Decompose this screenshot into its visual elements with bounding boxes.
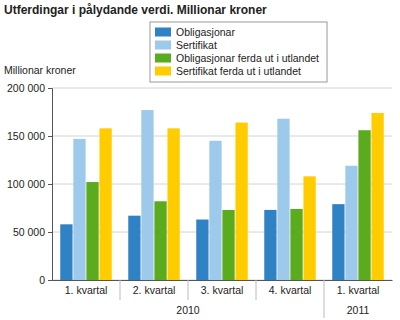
bar (235, 123, 247, 280)
x-tick: 3. kvartal (201, 284, 244, 296)
bar (86, 182, 98, 280)
x-tick-label: 4. kvartal (269, 284, 312, 296)
x-tick: 1. kvartal (65, 284, 108, 296)
y-tick-label: 50 000 (13, 226, 45, 238)
y-tick-mark (48, 136, 52, 137)
legend-swatch (155, 67, 171, 76)
bar (277, 119, 289, 280)
chart: Utferdingar i pålydande verdi. Millionar… (0, 0, 400, 320)
bar (141, 110, 153, 280)
y-tick: 50 000 (13, 226, 52, 238)
bar (358, 130, 370, 280)
legend-swatch (155, 54, 171, 63)
legend-label: Obligasjonar ferda ut i utlandet (176, 52, 319, 64)
x-axis-line (53, 280, 393, 281)
x-tick-label: 1. kvartal (337, 284, 380, 296)
legend-label: Sertifikat (176, 39, 217, 51)
y-axis-line (48, 89, 53, 281)
bar (154, 201, 166, 280)
x-tick: 1. kvartal (337, 284, 380, 296)
separator (324, 280, 325, 318)
category-separators (120, 280, 324, 318)
x-group-label: 2010 (176, 304, 200, 316)
y-tick-mark (48, 184, 52, 185)
y-tick-label: 150 000 (7, 130, 45, 142)
y-tick-label: 200 000 (7, 82, 45, 94)
bar (303, 176, 315, 280)
bar-series (73, 110, 357, 280)
separator (188, 280, 189, 300)
legend-swatch (155, 41, 171, 50)
y-tick-mark (48, 232, 52, 233)
y-axis: 0 50 000 100 000 150 000 200 000 (7, 82, 52, 286)
bar (371, 113, 383, 280)
x-tick: 2. kvartal (133, 284, 176, 296)
legend: ObligasjonarSertifikatObligasjonar ferda… (150, 22, 327, 82)
bar-series (86, 130, 370, 280)
separator (256, 280, 257, 300)
bar (290, 209, 302, 280)
y-axis-title: Millionar kroner (4, 64, 76, 76)
y-tick-label: 100 000 (7, 178, 45, 190)
x-tick-label: 2. kvartal (133, 284, 176, 296)
legend-label: Obligasjonar (176, 26, 235, 38)
x-axis: 1. kvartal 2. kvartal 3. kvartal 4. kvartal… (53, 281, 393, 297)
bar (264, 210, 276, 280)
x-tick: 4. kvartal (269, 284, 312, 296)
bar (128, 216, 140, 280)
x-group-label: 2011 (347, 304, 370, 316)
legend-label: Sertifikat ferda ut i utlandet (176, 65, 301, 77)
bar (167, 128, 179, 280)
x-tick-label: 3. kvartal (201, 284, 244, 296)
bar (222, 210, 234, 280)
bar (332, 204, 344, 280)
y-tick-mark (48, 280, 52, 281)
separator (120, 280, 121, 300)
legend-swatch (155, 28, 171, 37)
y-tick: 100 000 (7, 178, 52, 190)
bar (345, 166, 357, 280)
bar (60, 224, 72, 280)
bars (60, 110, 383, 280)
bar (209, 141, 221, 280)
bar (196, 220, 208, 280)
grid-line (52, 88, 392, 89)
y-tick: 0 (39, 274, 52, 286)
y-tick: 150 000 (7, 130, 52, 142)
y-tick-mark (48, 88, 52, 89)
legend-box (150, 22, 327, 82)
bar-series (99, 113, 383, 280)
y-tick: 200 000 (7, 82, 52, 94)
grid (52, 88, 392, 280)
title: Utferdingar i pålydande verdi. Millionar… (4, 3, 267, 17)
bar (99, 128, 111, 280)
bar (73, 139, 85, 280)
y-tick-label: 0 (39, 274, 45, 286)
x-tick-label: 1. kvartal (65, 284, 108, 296)
